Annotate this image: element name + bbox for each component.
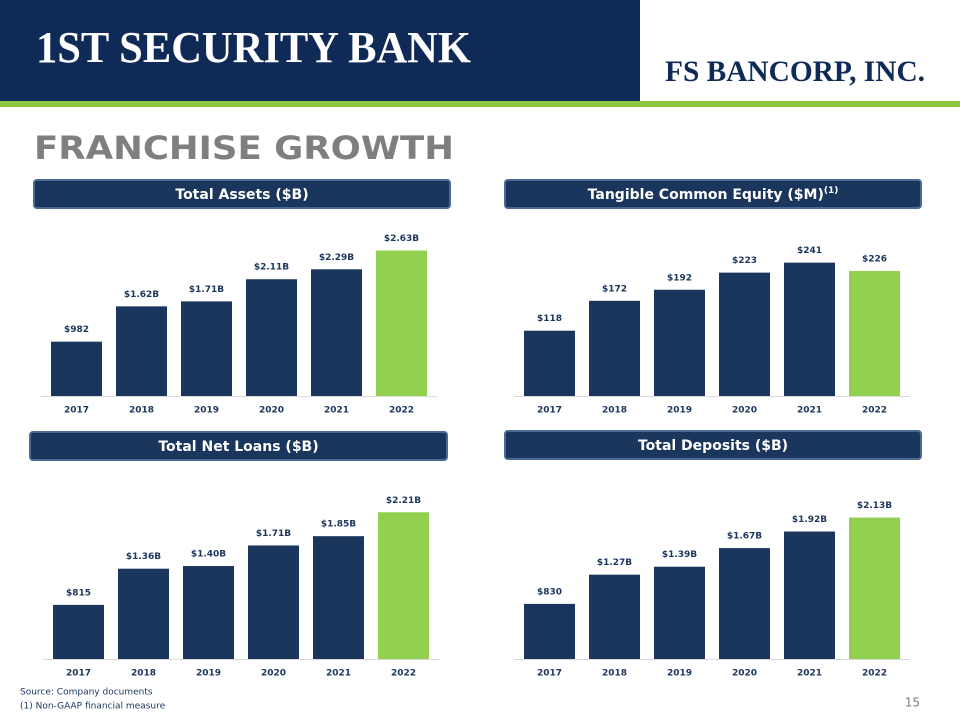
x-tick-label: 2020 — [259, 406, 284, 416]
left-logo: 1ST SECURITY BANK — [36, 23, 471, 72]
x-tick-label: 2017 — [537, 406, 562, 416]
x-tick-label: 2020 — [732, 406, 757, 416]
x-tick-label: 2020 — [261, 669, 286, 679]
bar — [118, 568, 169, 659]
value-label: $1.92B — [792, 515, 827, 525]
value-label: $830 — [537, 587, 562, 597]
value-label: $1.71B — [256, 529, 291, 539]
value-label: $1.67B — [727, 532, 762, 542]
value-label: $2.63B — [384, 234, 419, 244]
bar — [53, 604, 104, 659]
value-label: $1.85B — [321, 520, 356, 530]
x-tick-label: 2019 — [667, 406, 692, 416]
value-label: $1.71B — [189, 285, 224, 295]
bar — [51, 341, 102, 396]
x-tick-label: 2018 — [131, 669, 156, 679]
bar — [719, 548, 770, 659]
bar — [654, 566, 705, 659]
bar — [248, 545, 299, 659]
value-label: $192 — [667, 273, 692, 283]
chart-title-text: Total Net Loans ($B) — [158, 439, 318, 455]
bar — [378, 512, 429, 659]
value-label: $1.62B — [124, 290, 159, 300]
x-tick-label: 2021 — [797, 406, 822, 416]
bar — [719, 272, 770, 396]
header-rule — [0, 101, 960, 107]
x-tick-label: 2018 — [602, 669, 627, 679]
value-label: $226 — [862, 254, 887, 264]
bar — [589, 574, 640, 659]
bar — [313, 536, 364, 659]
chart-title-pill — [504, 179, 922, 209]
x-tick-label: 2018 — [602, 406, 627, 416]
footnote: Source: Company documents — [20, 688, 153, 698]
footnote: (1) Non-GAAP financial measure — [20, 702, 166, 712]
value-label: $982 — [64, 325, 89, 335]
x-tick-label: 2021 — [797, 669, 822, 679]
chart-title-text: Total Deposits ($B) — [638, 438, 788, 454]
x-tick-label: 2019 — [667, 669, 692, 679]
bar — [376, 250, 427, 396]
x-tick-label: 2020 — [732, 669, 757, 679]
x-tick-label: 2021 — [326, 669, 351, 679]
header-band — [0, 0, 640, 101]
bar — [183, 566, 234, 659]
x-tick-label: 2019 — [196, 669, 221, 679]
bar — [524, 603, 575, 659]
x-tick-label: 2017 — [66, 669, 91, 679]
x-tick-label: 2017 — [537, 669, 562, 679]
chart-title-pill — [504, 430, 922, 460]
x-tick-label: 2019 — [194, 406, 219, 416]
chart-title-pill — [29, 431, 448, 461]
x-tick-label: 2017 — [64, 406, 89, 416]
chart-title-pill — [33, 179, 451, 209]
bar — [524, 330, 575, 396]
chart-title-note: (1) — [824, 186, 839, 196]
value-label: $2.13B — [857, 501, 892, 511]
x-tick-label: 2022 — [862, 669, 887, 679]
value-label: $1.36B — [126, 552, 161, 562]
value-label: $1.27B — [597, 558, 632, 568]
chart-title: Total Deposits ($B) — [638, 438, 788, 454]
value-label: $1.40B — [191, 550, 226, 560]
chart-title: Total Net Loans ($B) — [158, 439, 318, 455]
bar — [849, 270, 900, 396]
chart-title-text: Total Assets ($B) — [175, 187, 308, 203]
bar — [246, 279, 297, 396]
value-label: $223 — [732, 256, 757, 266]
x-tick-label: 2022 — [389, 406, 414, 416]
chart-title-text: Tangible Common Equity ($M) — [588, 187, 824, 203]
bar — [784, 531, 835, 659]
value-label: $1.39B — [662, 550, 697, 560]
x-tick-label: 2022 — [862, 406, 887, 416]
bar — [311, 269, 362, 396]
chart-title: Tangible Common Equity ($M)(1) — [588, 186, 839, 204]
x-tick-label: 2022 — [391, 669, 416, 679]
value-label: $118 — [537, 314, 562, 324]
x-tick-label: 2018 — [129, 406, 154, 416]
x-tick-label: 2021 — [324, 406, 349, 416]
value-label: $172 — [602, 284, 627, 294]
bar — [784, 262, 835, 396]
bar — [181, 301, 232, 396]
value-label: $2.11B — [254, 263, 289, 273]
bar — [589, 300, 640, 396]
value-label: $241 — [797, 246, 822, 256]
chart-title: Total Assets ($B) — [175, 187, 308, 203]
slide-title: FRANCHISE GROWTH — [34, 129, 454, 167]
bar — [116, 306, 167, 396]
value-label: $815 — [66, 588, 91, 598]
page-number: 15 — [905, 696, 920, 710]
value-label: $2.29B — [319, 253, 354, 263]
right-logo: FS BANCORP, INC. — [665, 55, 925, 88]
bar — [849, 517, 900, 659]
value-label: $2.21B — [386, 496, 421, 506]
bar — [654, 289, 705, 396]
